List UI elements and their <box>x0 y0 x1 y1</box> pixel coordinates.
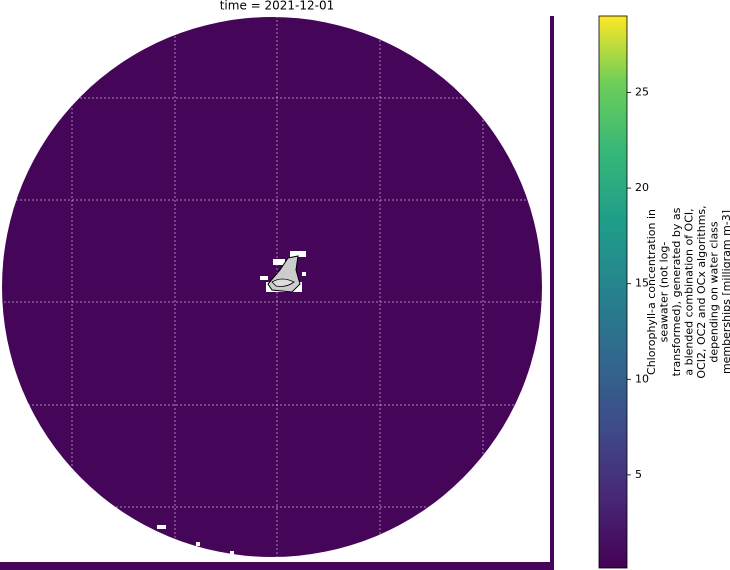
tick-label: 10 <box>635 372 649 385</box>
map-area <box>0 16 554 570</box>
label-line: transformed), generated by as <box>670 207 683 376</box>
label-line: Chlorophyll-a concentration in <box>645 209 658 375</box>
label-line: depending on water class <box>708 221 721 363</box>
tick-label: 15 <box>635 277 649 290</box>
map-title: time = 2021-12-01 <box>220 0 335 13</box>
colorbar-ticks: 5 10 15 20 25 <box>627 85 649 481</box>
colorbar-label: Chlorophyll-a concentration in seawater (… <box>645 205 730 378</box>
tick-label: 5 <box>635 468 642 481</box>
tick-label: 20 <box>635 181 649 194</box>
island <box>157 251 306 555</box>
label-line: memberships [milligram m-3] <box>720 210 730 374</box>
tick-label: 25 <box>635 85 649 98</box>
label-line: a blended combination of OCI, <box>683 208 696 375</box>
label-line: OCI2, OC2 and OCx algorithms, <box>695 205 708 378</box>
label-line: seawater (not log- <box>658 242 671 343</box>
colorbar <box>598 15 628 569</box>
